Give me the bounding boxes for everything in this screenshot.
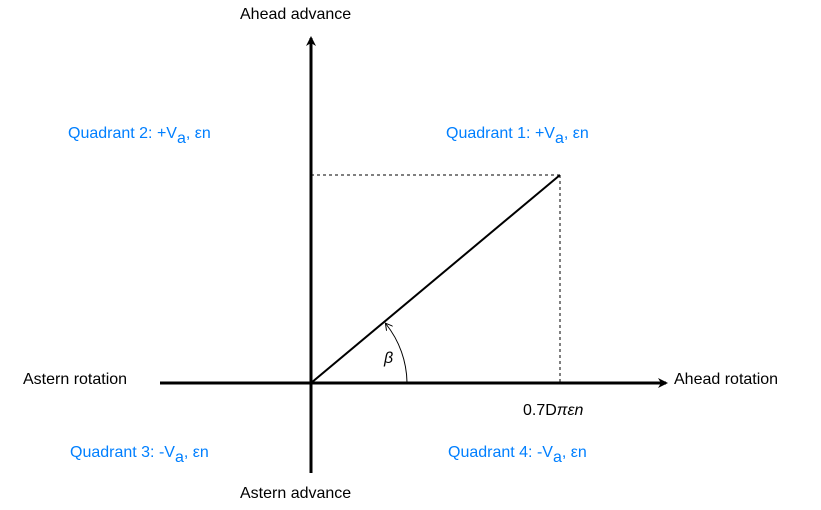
quadrant-1-label: Quadrant 1: +Va, εn: [446, 125, 589, 147]
quadrant-2-label: Quadrant 2: +Va, εn: [68, 125, 211, 147]
angle-arc: [386, 324, 408, 384]
axis-label-top: Ahead advance: [240, 6, 352, 23]
x-marker-label: 0.7Dπεn: [523, 402, 584, 419]
axis-label-left: Astern rotation: [23, 371, 128, 388]
angle-beta-label: β: [384, 350, 394, 367]
axis-label-right: Ahead rotation: [674, 371, 779, 388]
quadrant-4-label: Quadrant 4: -Va, εn: [448, 444, 587, 466]
quadrant-3-label: Quadrant 3: -Va, εn: [70, 444, 209, 466]
resultant-vector-line: [310, 174, 561, 384]
axis-label-bottom: Astern advance: [240, 485, 352, 502]
